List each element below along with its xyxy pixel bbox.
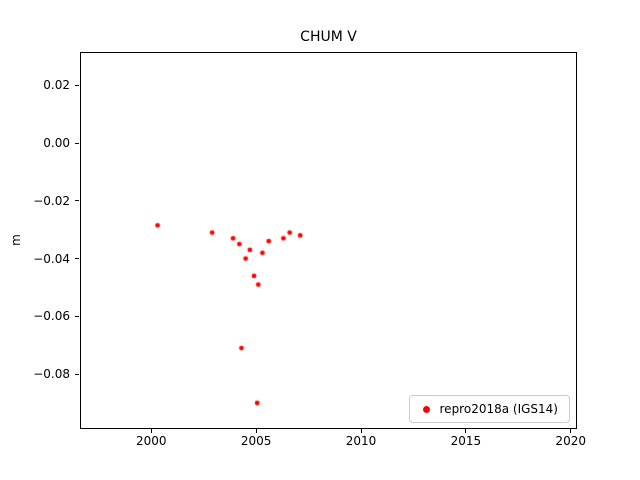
- y-tick-mark: [75, 258, 79, 260]
- y-tick-label: 0.00: [43, 136, 70, 150]
- x-tick-mark: [360, 429, 362, 433]
- y-tick-label: −0.02: [33, 193, 70, 208]
- y-tick-mark: [75, 315, 79, 317]
- y-tick-mark: [75, 373, 79, 375]
- y-tick-label: −0.06: [33, 309, 70, 324]
- legend-marker-dot: [422, 405, 430, 413]
- x-tick-label: 2020: [555, 434, 586, 448]
- plot-area: repro2018a (IGS14): [80, 52, 577, 429]
- x-tick-mark: [570, 429, 572, 433]
- x-tick-label: 2005: [240, 434, 272, 448]
- x-tick-label: 2000: [136, 434, 167, 448]
- scatter-canvas: [81, 53, 576, 428]
- y-tick-label: 0.02: [43, 78, 70, 93]
- x-tick-mark: [150, 429, 152, 433]
- legend-label: repro2018a (IGS14): [439, 402, 558, 416]
- x-tick-label: 2010: [345, 434, 377, 448]
- x-tick-mark: [255, 429, 257, 433]
- y-tick-mark: [75, 200, 79, 202]
- y-tick-mark: [75, 142, 79, 144]
- y-tick-label: −0.08: [33, 367, 70, 382]
- y-tick-mark: [75, 84, 79, 86]
- y-tick-label: −0.04: [33, 251, 70, 266]
- x-tick-label: 2015: [450, 434, 482, 448]
- x-tick-mark: [465, 429, 467, 433]
- legend: repro2018a (IGS14): [408, 395, 570, 423]
- y-axis-label: m: [8, 234, 23, 246]
- chart-title: CHUM V: [300, 29, 357, 45]
